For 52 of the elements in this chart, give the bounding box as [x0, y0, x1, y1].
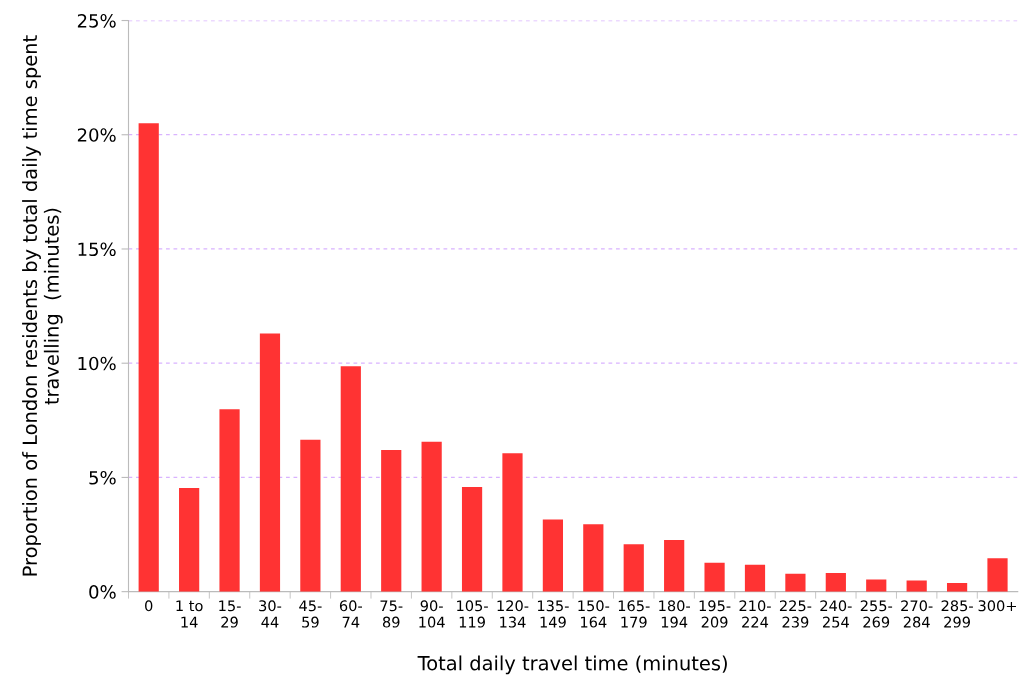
bar	[300, 439, 321, 592]
x-tick-label: 195- 209	[699, 600, 731, 628]
x-tick-label: 135- 149	[537, 600, 569, 628]
x-tick-label: 0	[145, 600, 153, 612]
bar	[906, 580, 927, 592]
bar	[502, 453, 523, 592]
x-tick-label: 75- 89	[380, 600, 403, 628]
x-tick-label: 1 to 14	[176, 600, 203, 628]
bar	[219, 409, 240, 592]
x-tick-label: 285- 299	[941, 600, 973, 628]
bar	[542, 519, 564, 592]
y-tick-label: 25%	[77, 13, 116, 28]
bar	[785, 573, 806, 592]
bar	[583, 524, 604, 592]
bar	[744, 564, 766, 592]
y-axis-title: Proportion of London residents by total daily time spent travelling (minutes)	[22, 35, 63, 576]
bar	[987, 558, 1008, 592]
x-tick-label: 165- 179	[618, 600, 650, 628]
bar	[866, 579, 887, 592]
x-tick-label: 15- 29	[219, 600, 241, 628]
bar	[138, 123, 159, 592]
x-tick-label: 270- 284	[901, 600, 933, 628]
x-tick-label: 180- 194	[659, 600, 690, 628]
bar	[259, 333, 281, 592]
bar	[381, 450, 402, 592]
bar	[825, 572, 846, 592]
x-tick-label: 120- 134	[497, 600, 529, 628]
y-tick-label: 15%	[78, 242, 116, 257]
x-tick-label: 30- 44	[259, 600, 282, 628]
bar	[664, 540, 685, 592]
bar	[340, 366, 361, 592]
x-tick-label: 60- 74	[339, 600, 362, 628]
bar	[623, 544, 644, 592]
bar	[946, 582, 968, 592]
x-tick-label: 300+	[978, 600, 1016, 612]
x-tick-label: 210- 224	[739, 600, 771, 628]
bar	[461, 487, 483, 592]
x-tick-label: 225- 239	[779, 600, 812, 628]
x-tick-label: 105- 119	[457, 600, 488, 628]
y-tick-label: 0%	[89, 585, 116, 599]
x-tick-label: 90- 104	[419, 600, 445, 628]
x-tick-label: 45- 59	[299, 600, 322, 628]
bar	[179, 487, 200, 592]
x-tick-label: 240- 254	[820, 600, 852, 628]
x-tick-label: 255- 269	[860, 600, 893, 628]
y-tick-label: 20%	[77, 128, 116, 142]
bar	[421, 441, 442, 592]
x-axis-title: Total daily travel time (minutes)	[417, 655, 727, 675]
x-tick-label: 150- 164	[578, 600, 610, 628]
y-tick-label: 10%	[78, 356, 116, 371]
bar	[704, 562, 725, 592]
y-tick-label: 5%	[89, 470, 116, 485]
